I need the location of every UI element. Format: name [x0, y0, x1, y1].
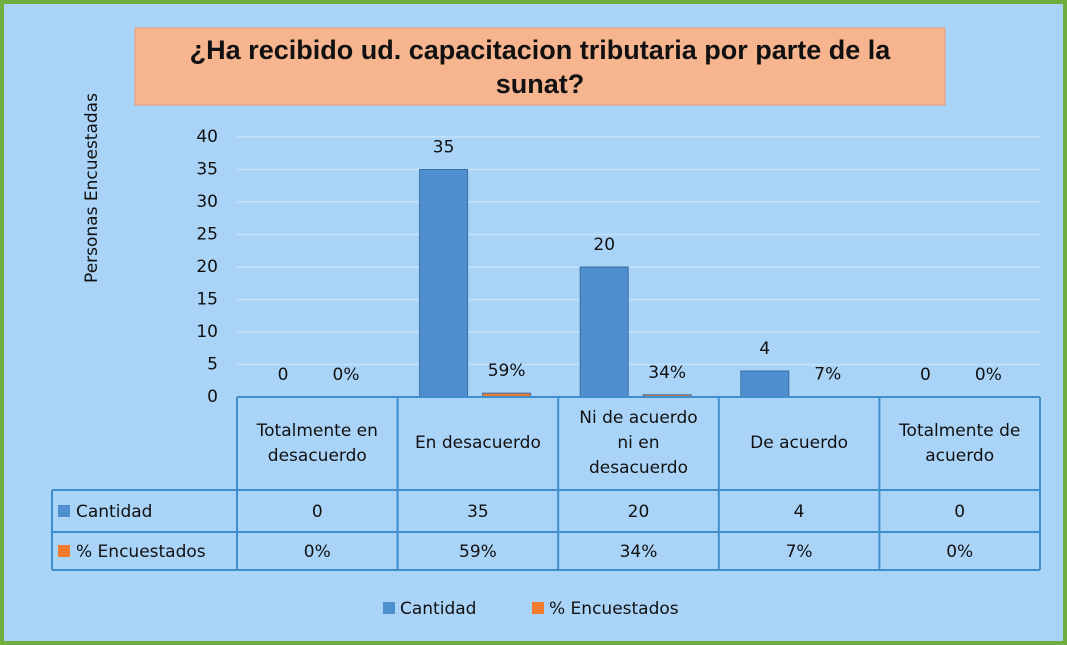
- data-label: 35: [433, 138, 455, 158]
- data-label: 0: [920, 365, 931, 385]
- legend-label: Cantidad: [400, 599, 476, 619]
- x-tick-label: Ni de acuerdo ni en desacuerdo: [579, 408, 698, 478]
- table-value: 7%: [786, 542, 813, 562]
- data-label: 20: [593, 235, 615, 255]
- data-label: 4: [759, 339, 770, 359]
- data-label: 0%: [975, 365, 1002, 385]
- table-value: 34%: [620, 542, 658, 562]
- title-wrap: ¿Ha recibido ud. capacitacion tributaria…: [189, 34, 891, 99]
- table-value: 0: [954, 502, 965, 522]
- y-tick-label: 40: [196, 127, 218, 147]
- y-tick-label: 15: [196, 290, 218, 310]
- x-tick-label: En desacuerdo: [414, 433, 541, 453]
- x-tick-label: Totalmente en desacuerdo: [256, 420, 378, 466]
- x-tick-label: Totalmente de acuerdo: [899, 420, 1021, 466]
- table-legend-key: [58, 505, 70, 517]
- title-box: [134, 27, 946, 106]
- y-tick-label: 35: [196, 160, 218, 180]
- table-legend-key: [58, 545, 70, 557]
- y-tick-label: 30: [196, 192, 218, 212]
- x-tick-label-wrap: Totalmente en desacuerdo: [256, 420, 378, 466]
- data-label: 0: [278, 365, 289, 385]
- y-axis-title: Personas Encuestadas: [82, 93, 102, 283]
- y-tick-label: 0: [207, 387, 218, 407]
- bar: [579, 266, 629, 398]
- chart-title: ¿Ha recibido ud. capacitacion tributaria…: [189, 34, 891, 99]
- data-label: 7%: [814, 365, 841, 385]
- x-tick-label-wrap: Ni de acuerdo ni en desacuerdo: [579, 408, 698, 478]
- x-tick-label-wrap: Totalmente de acuerdo: [899, 420, 1021, 466]
- y-tick-label: 25: [196, 225, 218, 245]
- y-tick-label: 5: [207, 355, 218, 375]
- table-value: 4: [794, 502, 805, 522]
- table-row-label: % Encuestados: [76, 542, 206, 562]
- bar: [740, 370, 790, 398]
- legend-key: [532, 602, 544, 614]
- y-tick-label: 10: [196, 322, 218, 342]
- table-value: 0%: [304, 542, 331, 562]
- data-label: 34%: [648, 363, 686, 383]
- data-label: 0%: [333, 365, 360, 385]
- table-value: 59%: [459, 542, 497, 562]
- y-tick-label: 20: [196, 257, 218, 277]
- x-tick-label-wrap: En desacuerdo: [414, 433, 541, 453]
- bar: [419, 169, 469, 398]
- table-value: 35: [467, 502, 489, 522]
- table-value: 0: [312, 502, 323, 522]
- table-row-label: Cantidad: [76, 502, 152, 522]
- legend-label: % Encuestados: [549, 599, 679, 619]
- x-tick-label-wrap: De acuerdo: [750, 433, 849, 453]
- table-value: 0%: [946, 542, 973, 562]
- data-label: 59%: [488, 361, 526, 381]
- table-value: 20: [628, 502, 650, 522]
- x-tick-label: De acuerdo: [750, 433, 849, 453]
- legend-key: [383, 602, 395, 614]
